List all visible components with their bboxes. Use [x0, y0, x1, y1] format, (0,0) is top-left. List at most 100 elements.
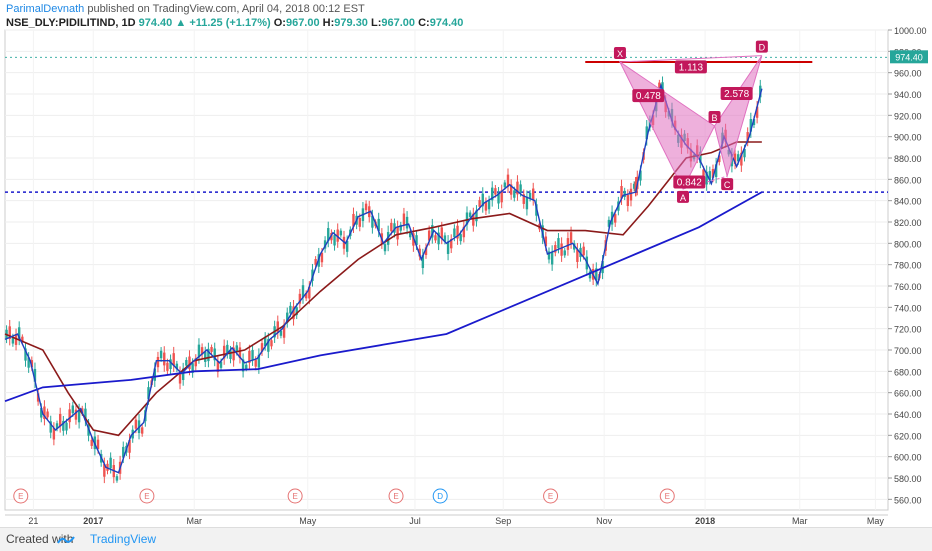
candle-body — [702, 169, 705, 176]
y-tick-label: 920.00 — [894, 111, 922, 121]
candle-body — [456, 225, 459, 239]
candle-body — [147, 387, 150, 399]
candle-body — [412, 233, 415, 246]
harmonic-xd-line — [619, 55, 762, 63]
candle-body — [323, 240, 327, 249]
candle-body — [279, 330, 283, 336]
candle-body — [402, 213, 406, 225]
candle-body — [90, 439, 93, 446]
symbol-line: NSE_DLY:PIDILITIND, 1D 974.40 ▲ +11.25 (… — [6, 17, 463, 29]
pattern-point-label: D — [759, 43, 766, 53]
y-tick-label: 720.00 — [894, 325, 922, 335]
y-tick-label: 740.00 — [894, 303, 922, 313]
candle-body — [582, 246, 585, 256]
candle-body — [122, 446, 125, 458]
candle-body — [393, 223, 396, 233]
x-tick-label: Mar — [792, 516, 808, 526]
candle-body — [569, 232, 573, 244]
candle-body — [128, 440, 131, 453]
y-tick-label: 620.00 — [894, 431, 922, 441]
candle-body — [36, 393, 40, 402]
candle-body — [453, 228, 456, 237]
pattern-point-label: C — [724, 180, 731, 190]
candle-body — [446, 241, 450, 254]
candle-body — [336, 229, 339, 242]
candle-body — [197, 344, 201, 358]
candle-body — [566, 238, 570, 250]
candle-body — [519, 184, 522, 193]
high-value: 979.30 — [334, 17, 368, 29]
candle-body — [714, 164, 718, 177]
candle-body — [115, 476, 119, 481]
candle-body — [424, 247, 428, 255]
price-chart[interactable]: 560.00 580.00 600.00 620.00 640.00 660.00 680.… — [0, 0, 932, 527]
earnings-marker — [287, 488, 303, 504]
candle-body — [550, 251, 554, 265]
candle-body — [390, 222, 393, 232]
event-marker-label: E — [548, 492, 553, 501]
candle-body — [8, 326, 11, 340]
candle-body — [434, 235, 437, 241]
candle-body — [40, 408, 43, 418]
x-tick-label: 2017 — [83, 516, 103, 526]
candle-body — [222, 345, 226, 359]
candle-body — [427, 230, 431, 241]
candle-body — [267, 339, 270, 352]
y-tick-label: 840.00 — [894, 197, 922, 207]
candle-body — [708, 171, 712, 181]
candle-body — [371, 215, 374, 228]
candle-body — [509, 184, 513, 195]
ratio-label: 0.478 — [636, 91, 661, 102]
earnings-marker — [139, 488, 155, 504]
candle-body — [204, 351, 207, 362]
y-tick-label: 820.00 — [894, 218, 922, 228]
candle-body — [210, 346, 213, 352]
candle-body — [229, 350, 232, 359]
pattern-point-c-marker — [721, 178, 734, 191]
footer-bar: Created with TradingView — [0, 527, 932, 551]
candle-body — [658, 82, 661, 88]
candle-body — [623, 190, 626, 197]
publish-line: ParimalDevnath published on TradingView.… — [6, 3, 365, 15]
x-tick-label: May — [299, 516, 317, 526]
tradingview-brand[interactable]: TradingView — [90, 532, 157, 546]
candle-body — [254, 359, 257, 367]
candle-body — [232, 347, 235, 361]
candle-body — [740, 152, 743, 166]
candle-body — [525, 196, 529, 210]
candle-body — [65, 422, 68, 431]
candle-body — [746, 132, 749, 142]
candle-body — [345, 240, 349, 252]
candle-body — [743, 148, 746, 158]
publish-info: published on TradingView.com, April 04, … — [87, 3, 365, 15]
candle-body — [241, 359, 245, 372]
candle-body — [191, 363, 194, 373]
y-tick-label: 780.00 — [894, 261, 922, 271]
ratio-label-box — [673, 175, 706, 189]
candle-body — [554, 245, 557, 253]
candle-body — [711, 168, 715, 178]
candle-body — [595, 268, 598, 281]
pattern-point-d-marker — [755, 40, 768, 53]
author-name[interactable]: ParimalDevnath — [6, 3, 85, 15]
candle-body — [450, 239, 453, 249]
candle-body — [399, 224, 402, 231]
earnings-marker — [659, 488, 675, 504]
x-tick-label: Sep — [495, 516, 511, 526]
last-price-tag-label: 974.40 — [895, 52, 923, 62]
candle-body — [443, 235, 447, 242]
candle-body — [339, 230, 343, 236]
candle-body — [737, 154, 740, 162]
y-tick-label: 1000.00 — [894, 26, 927, 36]
low-value: 967.00 — [381, 17, 416, 29]
x-tick-label: Nov — [596, 516, 613, 526]
candle-body — [24, 348, 27, 361]
candle-body — [484, 201, 488, 211]
candle-body — [472, 213, 475, 226]
candle-body — [418, 248, 421, 257]
candle-body — [377, 218, 380, 232]
candle-body — [497, 192, 500, 204]
ma-mid-line — [4, 141, 762, 437]
candle-body — [522, 194, 525, 204]
candle-body — [216, 360, 220, 372]
